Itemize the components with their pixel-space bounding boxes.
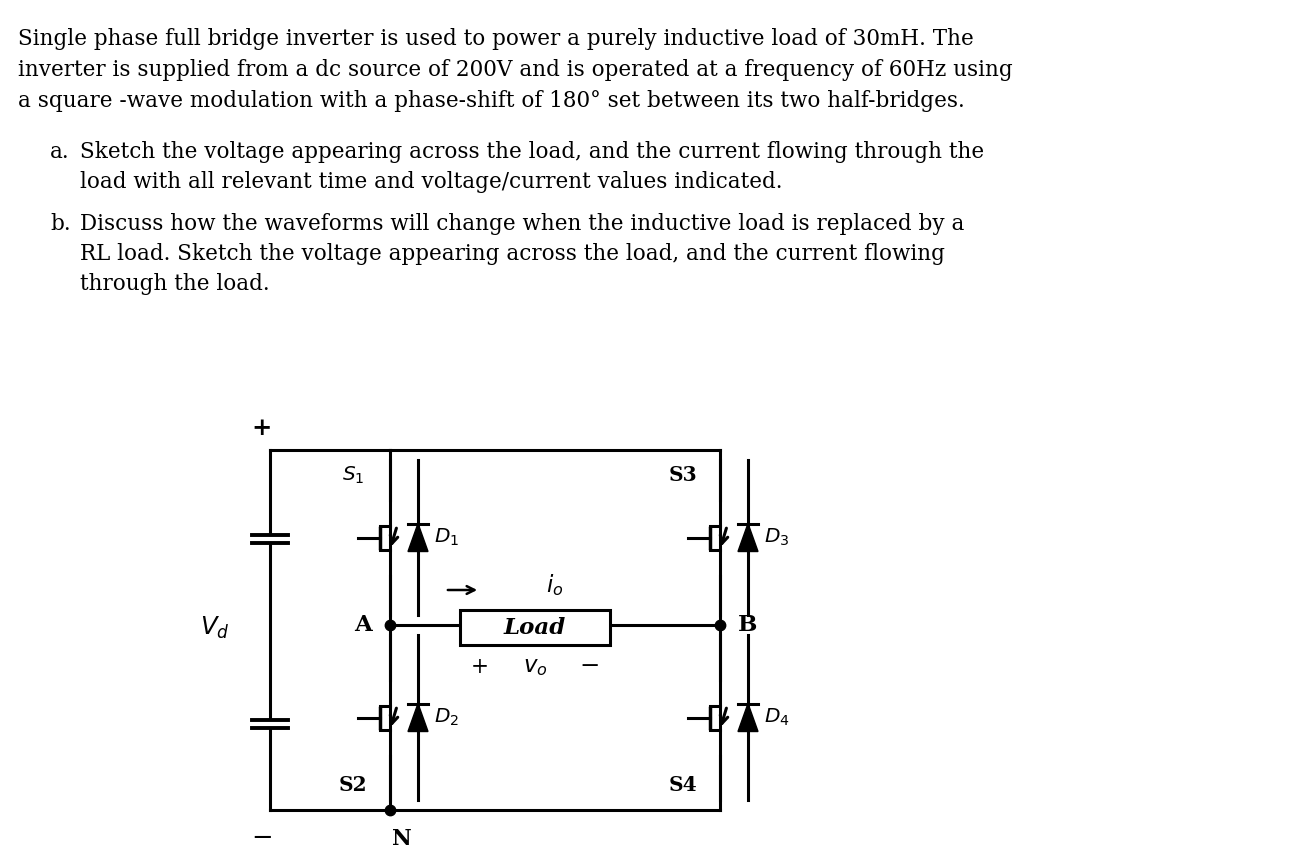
Text: S4: S4 xyxy=(669,775,697,795)
Text: through the load.: through the load. xyxy=(80,273,269,295)
Text: $i_o$: $i_o$ xyxy=(546,572,564,598)
Text: $V_d$: $V_d$ xyxy=(200,614,230,640)
Bar xyxy=(460,610,610,645)
Text: Load: Load xyxy=(504,617,565,638)
Text: a square -wave modulation with a phase-shift of 180° set between its two half-br: a square -wave modulation with a phase-s… xyxy=(18,90,965,112)
Text: +: + xyxy=(471,656,488,678)
Polygon shape xyxy=(407,703,428,732)
Text: A: A xyxy=(354,614,372,636)
Text: S2: S2 xyxy=(338,775,367,795)
Text: b.: b. xyxy=(50,213,71,235)
Text: $D_4$: $D_4$ xyxy=(764,707,790,728)
Text: RL load. Sketch the voltage appearing across the load, and the current flowing: RL load. Sketch the voltage appearing ac… xyxy=(80,243,946,265)
Text: Discuss how the waveforms will change when the inductive load is replaced by a: Discuss how the waveforms will change wh… xyxy=(80,213,964,235)
Text: a.: a. xyxy=(50,141,69,163)
Polygon shape xyxy=(407,524,428,551)
Text: inverter is supplied from a dc source of 200V and is operated at a frequency of : inverter is supplied from a dc source of… xyxy=(18,59,1012,81)
Text: B: B xyxy=(738,614,757,636)
Text: +: + xyxy=(252,416,272,440)
Text: Single phase full bridge inverter is used to power a purely inductive load of 30: Single phase full bridge inverter is use… xyxy=(18,28,974,50)
Text: S3: S3 xyxy=(669,465,697,485)
Text: Sketch the voltage appearing across the load, and the current flowing through th: Sketch the voltage appearing across the … xyxy=(80,141,985,163)
Text: $v_o$: $v_o$ xyxy=(522,656,547,678)
Text: −: − xyxy=(580,656,601,678)
Text: N: N xyxy=(392,828,411,850)
Text: −: − xyxy=(251,825,273,850)
Text: $D_2$: $D_2$ xyxy=(434,707,458,728)
Text: load with all relevant time and voltage/current values indicated.: load with all relevant time and voltage/… xyxy=(80,171,782,193)
Polygon shape xyxy=(738,703,757,732)
Text: $D_1$: $D_1$ xyxy=(434,527,460,548)
Polygon shape xyxy=(738,524,757,551)
Text: $S_1$: $S_1$ xyxy=(342,464,364,486)
Text: $D_3$: $D_3$ xyxy=(764,527,789,548)
